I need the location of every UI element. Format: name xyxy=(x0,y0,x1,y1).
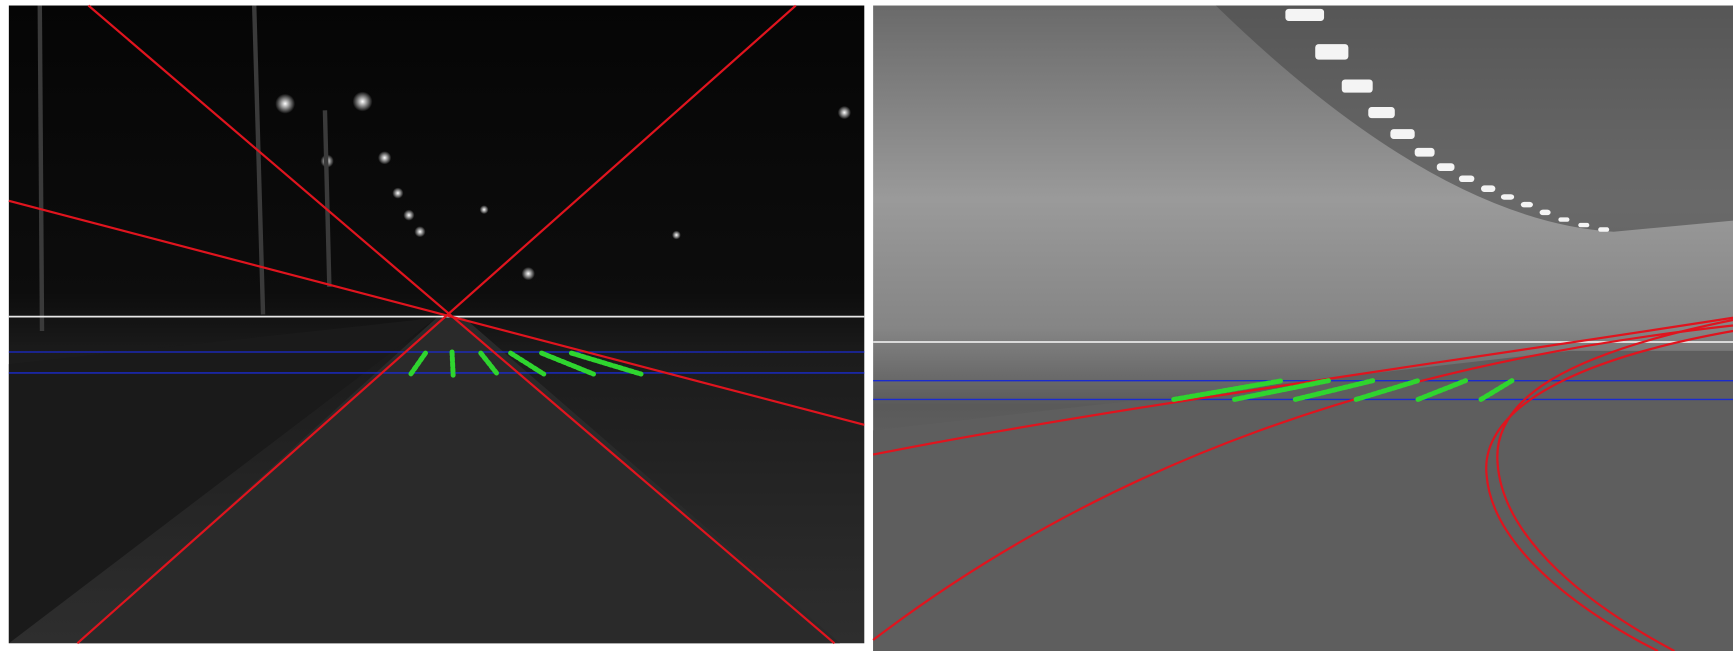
road xyxy=(873,350,1733,651)
roadside xyxy=(8,317,437,644)
lane-curve xyxy=(872,324,1733,641)
lane-line xyxy=(87,4,836,645)
lane-line xyxy=(8,199,865,426)
street-lights xyxy=(275,91,852,281)
lane-points xyxy=(407,349,644,378)
road xyxy=(77,317,840,644)
poles xyxy=(37,5,332,332)
lane-curve xyxy=(1496,318,1733,651)
ceiling xyxy=(873,5,1733,232)
lane-points xyxy=(1171,378,1515,402)
left-frame xyxy=(8,4,865,645)
lane-line xyxy=(76,4,797,645)
right-frame xyxy=(872,5,1733,651)
lane-curve xyxy=(872,316,1733,456)
ceiling-lights xyxy=(1285,8,1610,232)
lane-curve xyxy=(1485,329,1733,651)
